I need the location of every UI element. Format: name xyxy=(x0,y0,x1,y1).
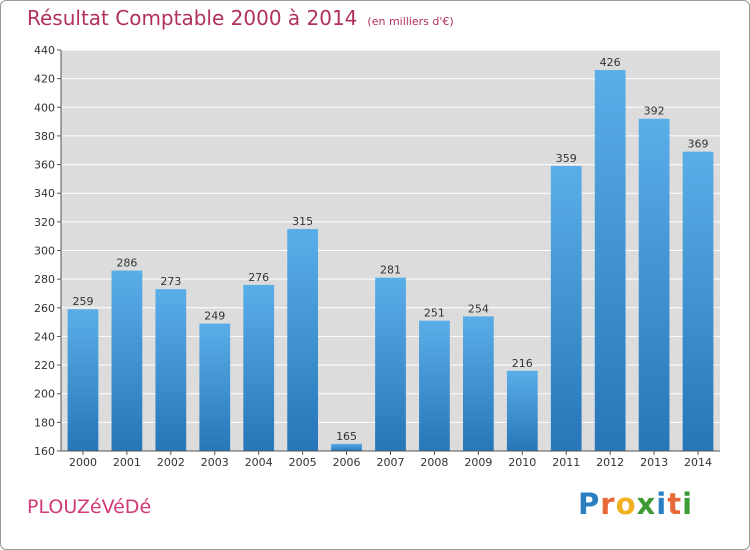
bar-2003 xyxy=(199,323,231,451)
proxiti-logo: Proxiti xyxy=(578,487,693,521)
x-tick-label-2008: 2008 xyxy=(420,456,448,469)
y-tick-label: 400 xyxy=(34,101,55,114)
data-label-2012: 426 xyxy=(600,56,621,69)
x-tick-label-2007: 2007 xyxy=(377,456,405,469)
data-label-2001: 286 xyxy=(116,257,137,270)
data-label-2010: 216 xyxy=(512,357,533,370)
bar-2008 xyxy=(419,320,450,451)
bar-2006 xyxy=(331,443,362,451)
bar-2014 xyxy=(682,151,714,452)
data-label-2014: 369 xyxy=(688,138,709,151)
logo-letter: i xyxy=(682,487,694,521)
x-tick-label-2010: 2010 xyxy=(508,456,536,469)
x-tick-label-2003: 2003 xyxy=(201,456,229,469)
y-tick-label: 160 xyxy=(34,445,55,458)
logo-letter: t xyxy=(667,487,683,521)
x-tick-label-2009: 2009 xyxy=(464,456,492,469)
x-tick-label-2005: 2005 xyxy=(289,456,317,469)
y-tick-label: 280 xyxy=(34,273,55,286)
y-tick-label: 200 xyxy=(34,388,55,401)
y-tick-label: 240 xyxy=(34,330,55,343)
bar-2010 xyxy=(506,370,538,451)
data-label-2011: 359 xyxy=(556,152,577,165)
bars: 259 286 273 249 276 315 165 281 251 254 216 359 426 3… xyxy=(67,56,714,452)
data-label-2009: 254 xyxy=(468,302,489,315)
bar-2009 xyxy=(462,316,494,451)
y-tick-label: 180 xyxy=(34,416,55,429)
data-label-2008: 251 xyxy=(424,307,445,320)
data-label-2000: 259 xyxy=(72,295,93,308)
y-axis: 160 180 200 220 240 260 280 300 320 340 360 380 400 4… xyxy=(34,44,62,458)
bar-2000 xyxy=(67,309,99,451)
logo-letter: r xyxy=(600,487,616,521)
y-tick-label: 380 xyxy=(34,130,55,143)
y-tick-label: 420 xyxy=(34,73,55,86)
data-label-2013: 392 xyxy=(644,105,665,118)
bar-2001 xyxy=(111,270,143,451)
logo-letter: o xyxy=(615,487,637,521)
x-tick-label-2013: 2013 xyxy=(640,456,668,469)
chart-subtitle: (en milliers d'€) xyxy=(367,15,454,28)
commune-name: PLOUZéVéDé xyxy=(27,496,152,518)
x-tick-label-2001: 2001 xyxy=(113,456,141,469)
bar-2012 xyxy=(594,70,626,452)
y-tick-label: 360 xyxy=(34,159,55,172)
x-axis: 2000 2001 2002 2003 2004 2005 2006 2007 2008 2009… xyxy=(61,450,720,469)
bar-2011 xyxy=(550,166,582,451)
y-tick-label: 320 xyxy=(34,216,55,229)
bar-2002 xyxy=(155,289,187,451)
x-tick-label-2011: 2011 xyxy=(552,456,580,469)
data-label-2005: 315 xyxy=(292,215,313,228)
x-tick-label-2006: 2006 xyxy=(333,456,361,469)
data-label-2004: 276 xyxy=(248,271,269,284)
bar-2005 xyxy=(287,229,319,451)
logo-letter: P xyxy=(578,487,601,521)
chart-title-text: Résultat Comptable 2000 à 2014 xyxy=(27,6,358,30)
x-tick-label-2002: 2002 xyxy=(157,456,185,469)
y-tick-label: 440 xyxy=(34,44,55,57)
bar-2004 xyxy=(243,284,275,451)
chart-title: Résultat Comptable 2000 à 2014 (en millie… xyxy=(27,6,454,30)
data-label-2007: 281 xyxy=(380,264,401,277)
x-tick-label-2000: 2000 xyxy=(69,456,97,469)
data-label-2002: 273 xyxy=(160,275,181,288)
y-tick-label: 260 xyxy=(34,302,55,315)
y-tick-label: 220 xyxy=(34,359,55,372)
logo-letter: x xyxy=(636,487,657,521)
data-label-2006: 165 xyxy=(336,430,357,443)
logo-letter: i xyxy=(656,487,668,521)
x-tick-label-2014: 2014 xyxy=(684,456,712,469)
bar-2007 xyxy=(375,277,406,451)
y-tick-label: 340 xyxy=(34,187,55,200)
bar-2013 xyxy=(638,118,670,451)
y-tick-label: 300 xyxy=(34,245,55,258)
x-tick-label-2004: 2004 xyxy=(245,456,273,469)
x-tick-label-2012: 2012 xyxy=(596,456,624,469)
data-label-2003: 249 xyxy=(204,310,225,323)
